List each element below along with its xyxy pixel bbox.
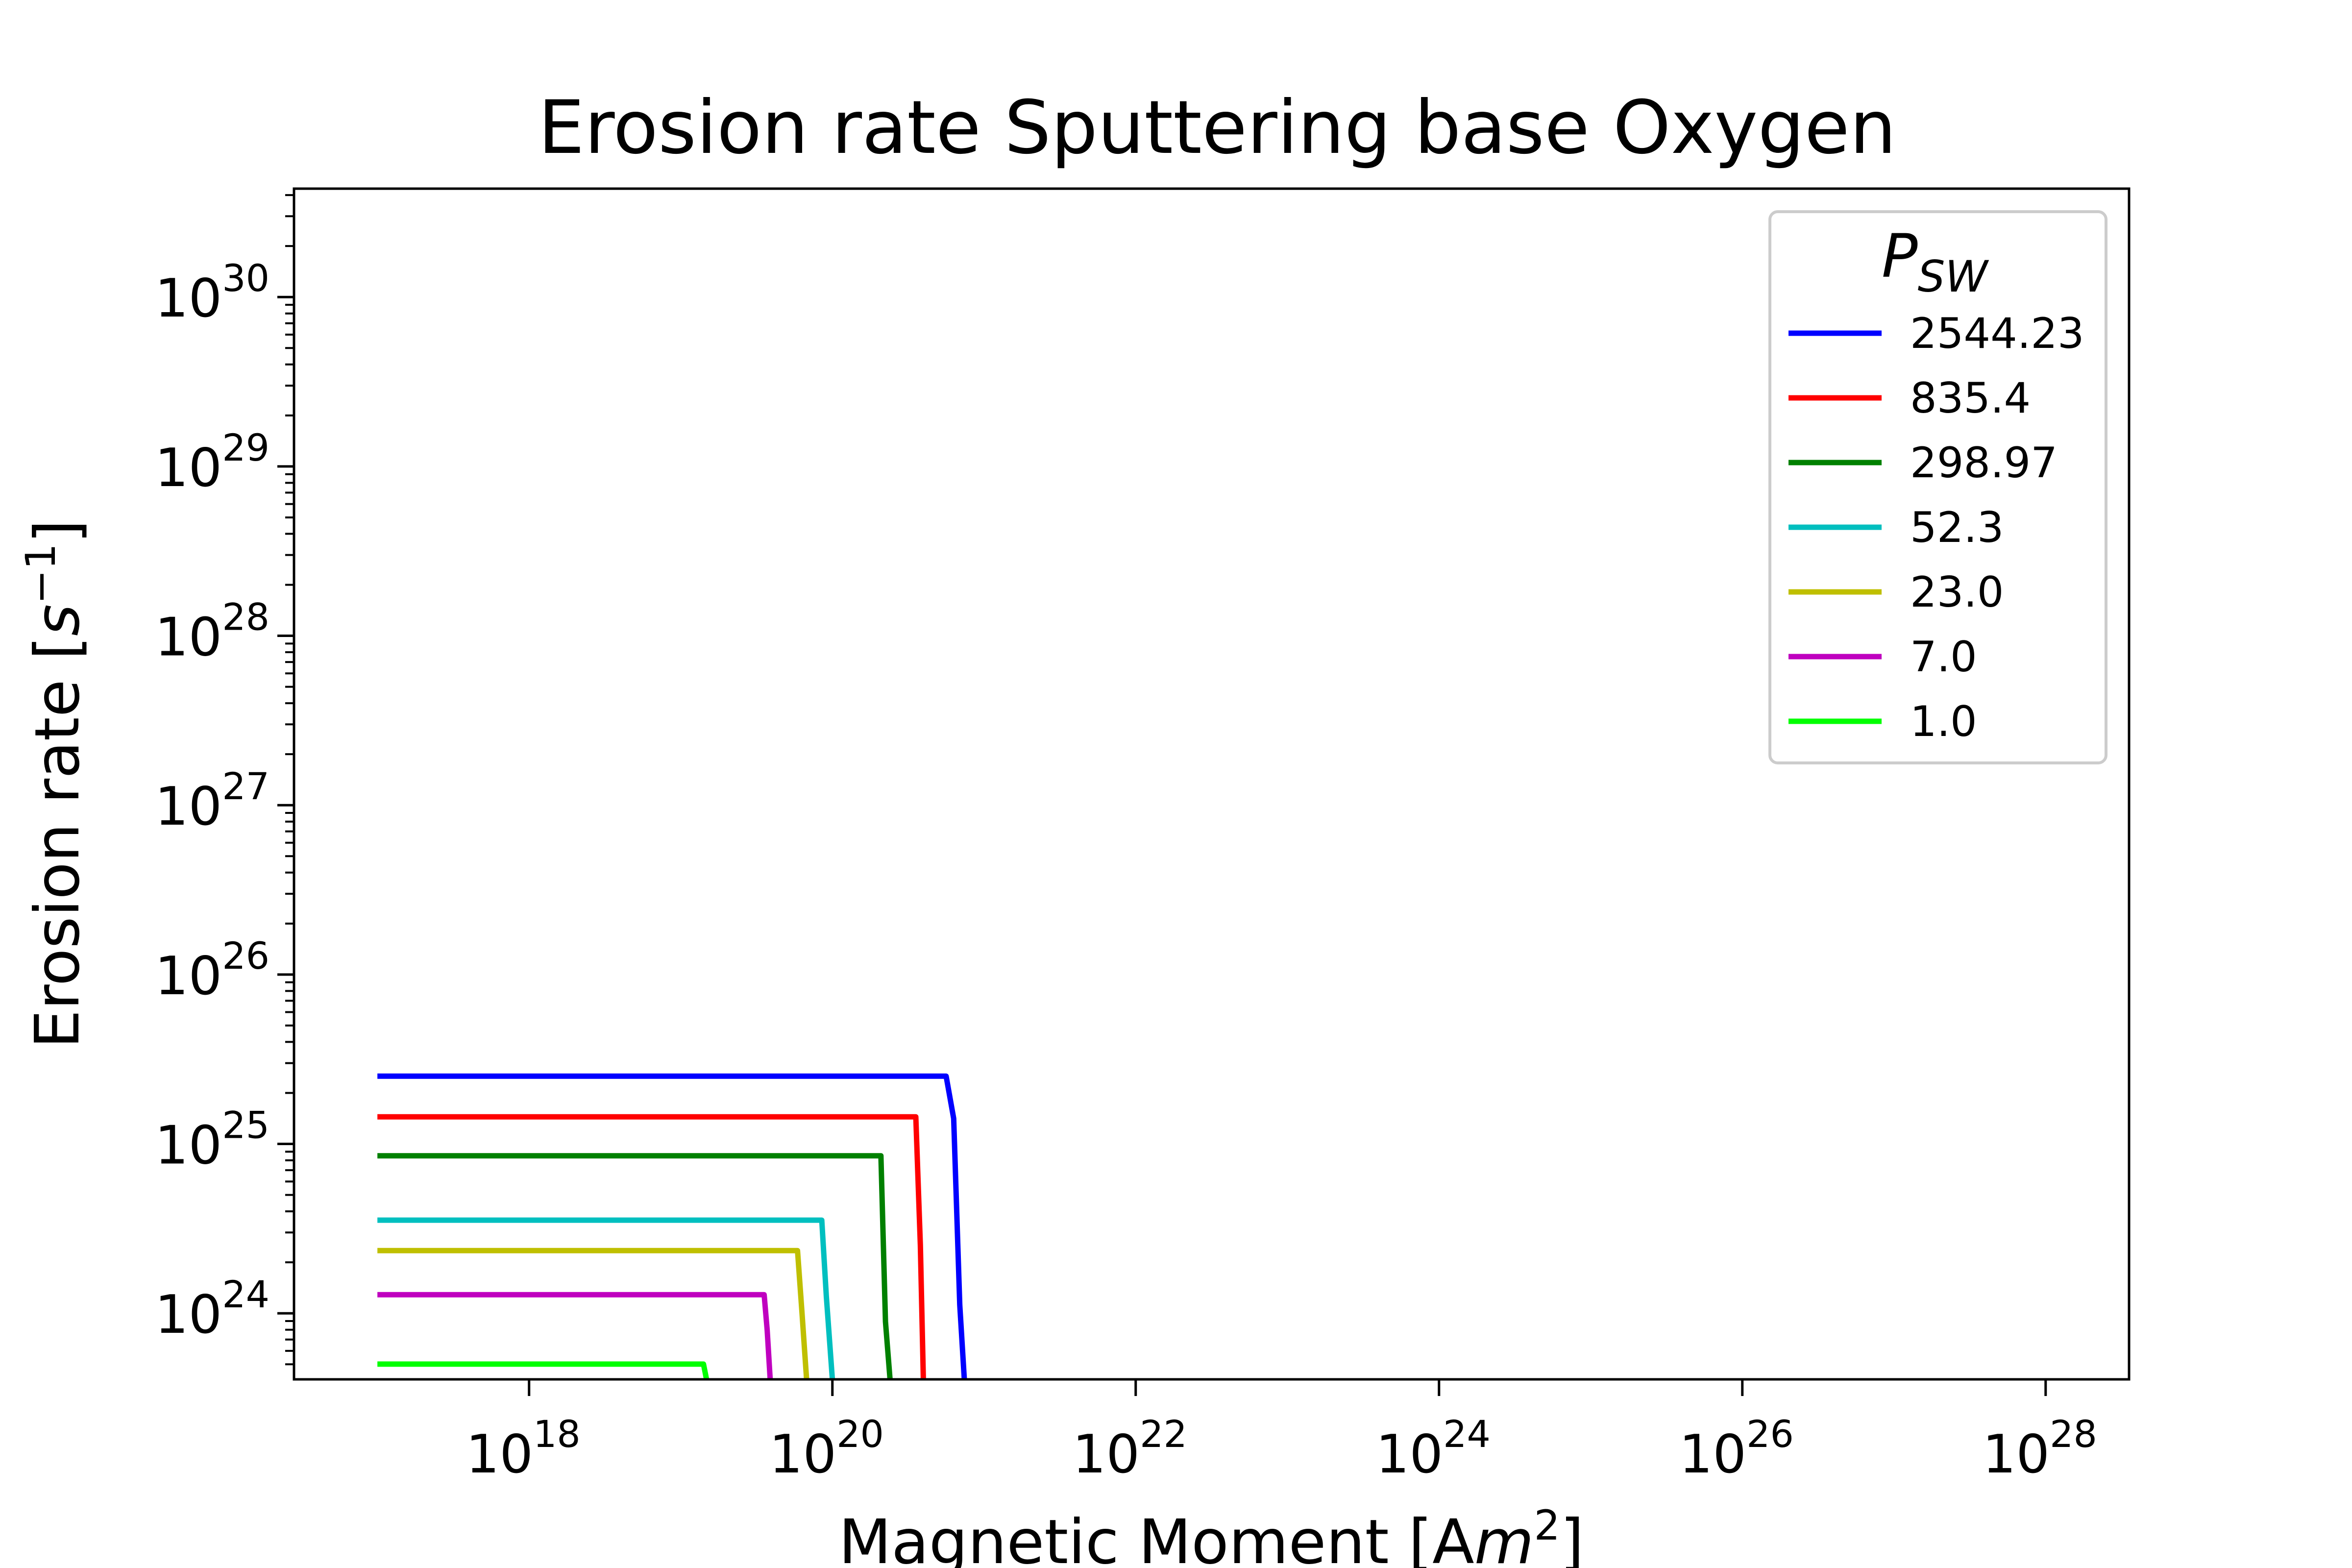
x-axis-label: Magnetic Moment [Am2]	[838, 1501, 1584, 1568]
x-tick-label-3: 1024	[1376, 1412, 1491, 1485]
chart-title: Erosion rate Sputtering base Oxygen	[538, 85, 1896, 171]
y-tick-label-4: 1028	[155, 595, 270, 668]
legend-label-2: 298.97	[1910, 439, 2058, 488]
legend-frame	[1768, 210, 2107, 764]
y-tick-label-0: 1024	[155, 1273, 270, 1346]
legend-entries: 2544.23 835.4 298.97 52.3 23.0 7.0 1.0	[1788, 309, 2084, 746]
series-line-4	[377, 1248, 809, 1380]
y-tick-label-5: 1029	[155, 426, 270, 499]
series-line-0	[377, 1073, 967, 1380]
legend-label-6: 1.0	[1910, 697, 1977, 746]
y-tick-label-3: 1027	[155, 764, 270, 837]
legend-title: PSW	[1882, 221, 1989, 302]
y-axis-label: Erosion rate [s−1]	[17, 519, 93, 1049]
y-axis: 1024 1025 1026 1027 1028 1029 1030	[155, 194, 294, 1366]
x-tick-label-4: 1026	[1679, 1412, 1794, 1485]
x-tick-label-0: 1018	[466, 1412, 581, 1485]
y-tick-label-6: 1030	[155, 256, 270, 329]
legend: PSW 2544.23 835.4 298.97 52.3 23.0 7.0 1.0	[1768, 210, 2107, 764]
series-line-1	[377, 1114, 926, 1380]
legend-label-0: 2544.23	[1910, 309, 2084, 358]
x-tick-label-1: 1020	[769, 1412, 884, 1485]
series-line-5	[377, 1292, 773, 1380]
y-tick-label-2: 1026	[155, 934, 270, 1007]
series-line-6	[377, 1361, 710, 1380]
series-layer	[377, 1073, 967, 1380]
plot-frame	[293, 187, 2131, 1381]
legend-label-5: 7.0	[1910, 633, 1977, 682]
legend-label-4: 23.0	[1910, 568, 2004, 617]
x-tick-label-5: 1028	[1983, 1412, 2097, 1485]
y-tick-label-1: 1025	[155, 1103, 270, 1176]
legend-label-1: 835.4	[1910, 374, 2031, 423]
series-line-3	[377, 1217, 835, 1380]
x-tick-label-2: 1022	[1073, 1412, 1187, 1485]
series-line-2	[377, 1153, 893, 1380]
legend-label-3: 52.3	[1910, 503, 2004, 552]
x-axis: 1018 1020 1022 1024 1026 1028	[466, 1379, 2097, 1485]
